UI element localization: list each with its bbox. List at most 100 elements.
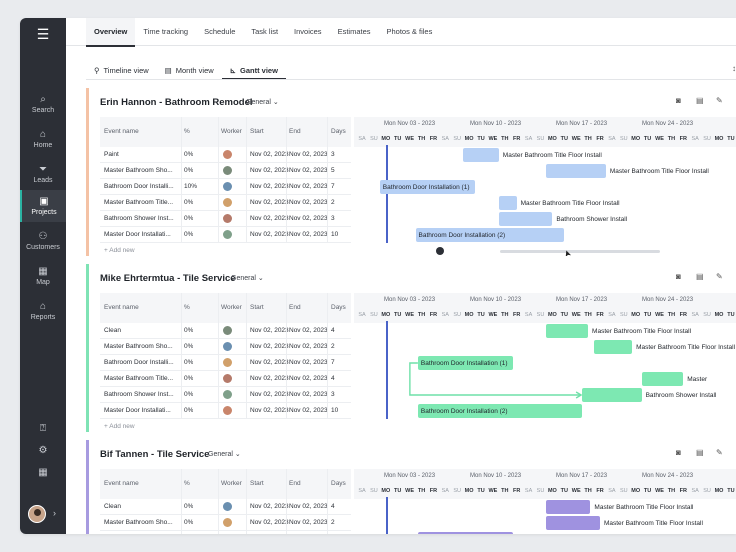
- settings-icon[interactable]: ⚙: [38, 444, 48, 456]
- tab-overview[interactable]: Overview: [86, 18, 136, 47]
- view-gantt[interactable]: ⊾ Gantt view: [221, 62, 287, 80]
- week-label: Mon Nov 10 - 2023: [470, 473, 522, 479]
- percent: 0%: [184, 519, 194, 526]
- table-row[interactable]: Master Bathroom Sho... 0% Nov 02, 2023 Nov …: [100, 163, 351, 179]
- table-row[interactable]: Master Bathroom Sho... 0% Nov 02, 2023 Nov …: [100, 339, 351, 355]
- sidebar-item-search[interactable]: ⌕ Search: [20, 88, 66, 120]
- tab-photos-files[interactable]: Photos & files: [386, 27, 433, 36]
- task-bar[interactable]: [417, 356, 514, 370]
- group-dropdown[interactable]: General ⌄: [246, 98, 279, 106]
- chevron-down-icon: ⌄: [232, 451, 241, 458]
- table-row[interactable]: Master Door Installati... 0% Nov 02, 2023 N…: [100, 403, 351, 419]
- table-row[interactable]: Paint 0% Nov 02, 2023 Nov 02, 2023 3: [100, 147, 351, 163]
- column-header-start: Start: [250, 304, 264, 311]
- column-header-pct: %: [184, 480, 190, 487]
- view-month[interactable]: ▤ Month view: [157, 62, 222, 78]
- sidebar-item-map[interactable]: ▦ Map: [20, 260, 66, 292]
- task-bar[interactable]: [546, 164, 606, 178]
- clipboard-icon[interactable]: ▤: [696, 96, 704, 105]
- gantt-chart: Mon Nov 03 - 2023 Mon Nov 10 - 2023 Mon No…: [354, 293, 736, 419]
- sidebar-item-projects[interactable]: ▣ Projects: [20, 190, 66, 222]
- edit-icon[interactable]: ✎: [716, 272, 723, 281]
- camera-icon[interactable]: ◙: [676, 272, 681, 281]
- tab-invoices[interactable]: Invoices: [294, 27, 322, 36]
- day-label: TH: [667, 488, 676, 494]
- sidebar-item-leads[interactable]: ⏷ Leads: [20, 158, 66, 190]
- tab-estimates[interactable]: Estimates: [337, 27, 371, 36]
- task-bar[interactable]: [379, 180, 475, 194]
- table-row[interactable]: Bathroom Door Installi...0%Nov 02, 2023N…: [100, 531, 351, 534]
- column-header-worker: Worker: [221, 128, 242, 135]
- day-label: TU: [727, 488, 735, 494]
- table-row[interactable]: Bathroom Shower Inst... 0% Nov 02, 2023 Nov…: [100, 387, 351, 403]
- table-row[interactable]: Master Bathroom Title... 0% Nov 02, 2023 No…: [100, 371, 351, 387]
- sidebar-item-customers[interactable]: ⚇ Customers: [20, 225, 66, 257]
- task-bar[interactable]: [417, 404, 583, 418]
- task-bar[interactable]: [498, 196, 517, 210]
- table-row[interactable]: Master Bathroom Title... 0% Nov 02, 2023 No…: [100, 195, 351, 211]
- table-row[interactable]: Clean 0% Nov 02, 2023 Nov 02, 2023 4: [100, 323, 351, 339]
- worker-avatar: [223, 518, 232, 527]
- task-bar[interactable]: [594, 340, 633, 354]
- group-dropdown[interactable]: General ⌄: [208, 450, 241, 458]
- camera-icon[interactable]: ◙: [676, 96, 681, 105]
- task-bar[interactable]: [641, 372, 684, 386]
- task-bar[interactable]: [546, 500, 591, 514]
- camera-icon[interactable]: ◙: [676, 448, 681, 457]
- sidebar-item-reports[interactable]: ⌂ Reports: [20, 295, 66, 327]
- home-icon: ⌂: [39, 129, 47, 140]
- tab-task-list[interactable]: Task list: [251, 27, 279, 36]
- sort-icon[interactable]: ↕: [732, 64, 736, 73]
- column-header-start: Start: [250, 128, 264, 135]
- day-label: WE: [405, 136, 415, 142]
- tab-schedule[interactable]: Schedule: [204, 27, 236, 36]
- task-bar[interactable]: [417, 532, 514, 534]
- add-new-button[interactable]: + Add new: [104, 423, 135, 430]
- task-bar-label: Master Bathroom Title Floor Install: [592, 328, 692, 335]
- table-row[interactable]: Master Door Installati... 0% Nov 02, 2023 N…: [100, 227, 351, 243]
- edit-icon[interactable]: ✎: [716, 448, 723, 457]
- task-bar[interactable]: [498, 212, 553, 226]
- horizontal-scrollbar[interactable]: [500, 250, 660, 253]
- today-line: [386, 321, 388, 419]
- apps-icon[interactable]: ▦: [38, 466, 48, 478]
- drag-handle-icon[interactable]: [436, 247, 444, 255]
- table-row[interactable]: Bathroom Shower Inst... 0% Nov 02, 2023 Nov…: [100, 211, 351, 227]
- task-bar[interactable]: [415, 228, 565, 242]
- days: 7: [331, 183, 335, 190]
- day-label: SU: [453, 136, 461, 142]
- task-bar[interactable]: [546, 324, 589, 338]
- group-dropdown[interactable]: General ⌄: [231, 274, 264, 282]
- day-label: MO: [464, 136, 474, 142]
- day-label: SA: [524, 136, 533, 142]
- group-label: General: [246, 99, 271, 106]
- table-row[interactable]: Clean 0% Nov 02, 2023 Nov 02, 2023 4: [100, 499, 351, 515]
- sidebar-item-home[interactable]: ⌂ Home: [20, 123, 66, 155]
- briefcase-icon: ▣: [39, 196, 49, 207]
- week-header: Mon Nov 03 - 2023 Mon Nov 10 - 2023 Mon No…: [354, 469, 736, 484]
- week-header: Mon Nov 03 - 2023 Mon Nov 10 - 2023 Mon No…: [354, 117, 736, 132]
- task-bar[interactable]: [582, 388, 642, 402]
- avatar[interactable]: [28, 505, 46, 523]
- view-timeline[interactable]: ⚲ Timeline view: [86, 62, 157, 78]
- task-bar-label: Master Bathroom Title Floor Install: [603, 520, 703, 527]
- column-header-pct: %: [184, 128, 190, 135]
- percent: 0%: [184, 327, 194, 334]
- column-divider: [286, 469, 287, 534]
- tab-time-tracking[interactable]: Time tracking: [143, 27, 189, 36]
- clipboard-icon[interactable]: ▤: [696, 272, 704, 281]
- task-bar[interactable]: [546, 516, 600, 530]
- help-icon[interactable]: ⍰: [40, 422, 46, 434]
- end-date: Nov 02, 2023: [289, 183, 328, 190]
- menu-icon[interactable]: ☰: [36, 25, 50, 42]
- worker-avatar: [223, 390, 232, 399]
- chevron-right-icon[interactable]: ›: [53, 508, 56, 518]
- table-row[interactable]: Master Bathroom Sho... 0% Nov 02, 2023 Nov …: [100, 515, 351, 531]
- clipboard-icon[interactable]: ▤: [696, 448, 704, 457]
- task-bar[interactable]: [463, 148, 499, 162]
- week-label: Mon Nov 03 - 2023: [384, 297, 436, 303]
- add-new-button[interactable]: + Add new: [104, 247, 135, 254]
- table-row[interactable]: Bathroom Door Installi... 10% Nov 02, 2023…: [100, 179, 351, 195]
- edit-icon[interactable]: ✎: [716, 96, 723, 105]
